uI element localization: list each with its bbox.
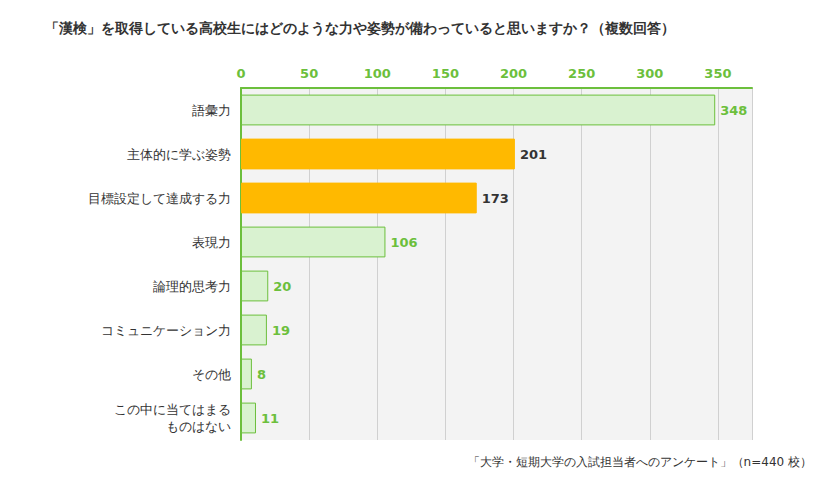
svg-text:200: 200 — [500, 66, 527, 81]
svg-text:19: 19 — [272, 323, 290, 338]
svg-text:語彙力: 語彙力 — [192, 103, 231, 118]
svg-text:150: 150 — [432, 66, 459, 81]
svg-text:50: 50 — [300, 66, 318, 81]
svg-text:350: 350 — [704, 66, 731, 81]
svg-text:8: 8 — [257, 367, 266, 382]
svg-text:20: 20 — [273, 279, 291, 294]
svg-text:目標設定して達成する力: 目標設定して達成する力 — [88, 191, 231, 206]
svg-text:「漢検」を取得している高校生にはどのような力や姿勢が備わって: 「漢検」を取得している高校生にはどのような力や姿勢が備わっていると思いますか？（… — [45, 20, 675, 37]
svg-text:この中に当てはまる: この中に当てはまる — [114, 402, 231, 417]
svg-text:コミュニケーション力: コミュニケーション力 — [101, 323, 231, 338]
svg-text:348: 348 — [720, 103, 747, 118]
svg-text:その他: その他 — [192, 367, 231, 382]
svg-text:11: 11 — [261, 411, 279, 426]
svg-text:表現力: 表現力 — [192, 235, 231, 250]
svg-text:論理的思考力: 論理的思考力 — [153, 279, 231, 294]
svg-text:201: 201 — [520, 147, 547, 162]
svg-text:主体的に学ぶ姿勢: 主体的に学ぶ姿勢 — [127, 147, 231, 162]
svg-text:300: 300 — [636, 66, 663, 81]
svg-text:ものはない: ものはない — [166, 419, 231, 434]
svg-text:0: 0 — [236, 66, 245, 81]
svg-text:250: 250 — [568, 66, 595, 81]
svg-text:100: 100 — [364, 66, 391, 81]
svg-text:「大学・短期大学の入試担当者へのアンケート」（n=440 校: 「大学・短期大学の入試担当者へのアンケート」（n=440 校） — [468, 455, 812, 469]
svg-text:173: 173 — [482, 191, 509, 206]
svg-text:106: 106 — [390, 235, 417, 250]
